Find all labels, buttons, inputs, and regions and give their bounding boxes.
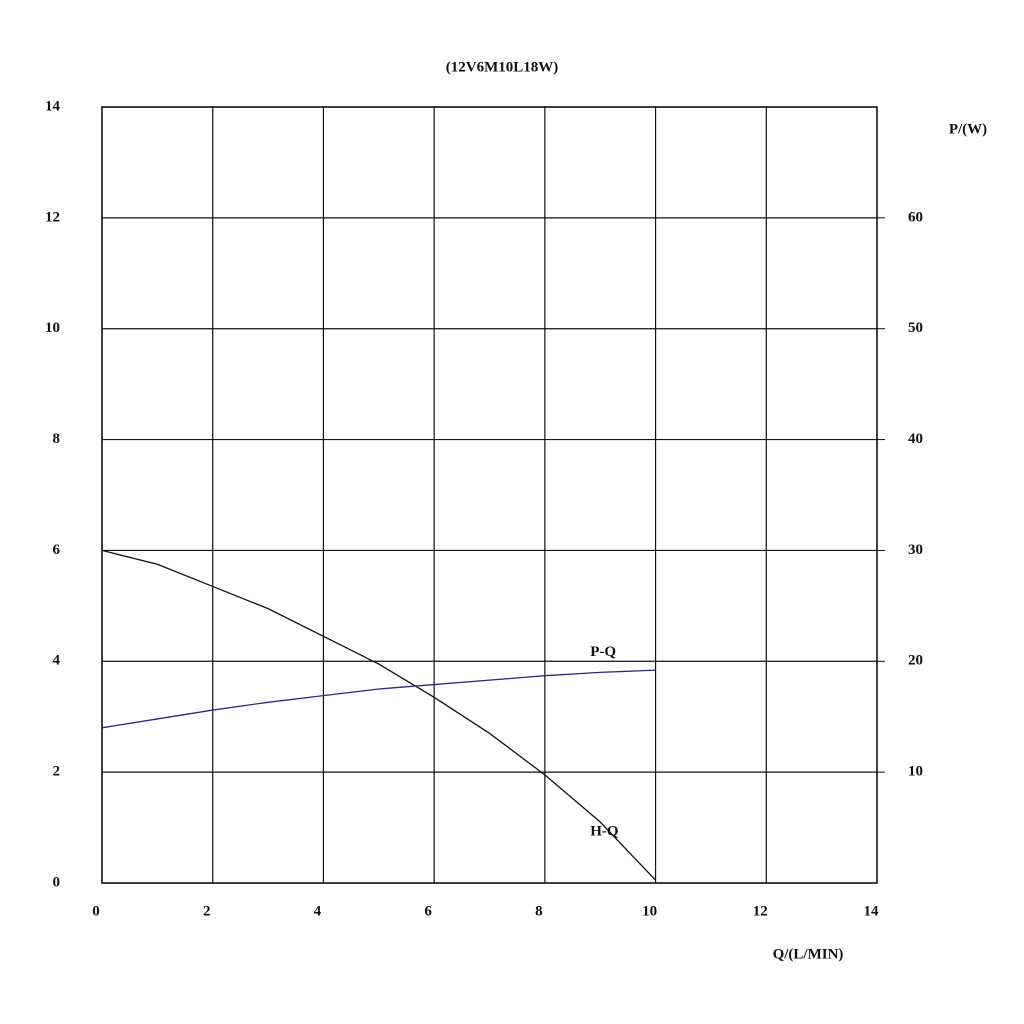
y-tick-label: 14 — [45, 98, 61, 114]
series-label: P-Q — [590, 644, 616, 660]
x-tick-label: 0 — [92, 903, 100, 919]
x-tick-label: 10 — [642, 903, 657, 919]
y2-axis-label: P/(W) — [949, 121, 987, 137]
x-tick-label: 4 — [314, 903, 322, 919]
x-tick-label: 6 — [424, 903, 432, 919]
y-tick-label: 0 — [53, 874, 61, 890]
y-tick-label: 12 — [45, 209, 60, 225]
y2-tick-label: 60 — [908, 209, 923, 225]
x-tick-label: 14 — [864, 903, 880, 919]
x-axis-label: Q/(L/MIN) — [773, 946, 844, 962]
series-label: H-Q — [590, 823, 619, 839]
y-tick-label: 4 — [53, 653, 61, 669]
x-tick-label: 12 — [753, 903, 768, 919]
series-line — [101, 549, 657, 881]
y-tick-label: 6 — [53, 542, 61, 558]
y2-tick-label: 30 — [908, 542, 923, 558]
y-tick-label: 10 — [45, 320, 60, 336]
x-tick-label: 8 — [535, 903, 543, 919]
y2-tick-label: 40 — [908, 431, 923, 447]
y2-tick-label: 20 — [908, 653, 923, 669]
y2-tick-label: 10 — [908, 764, 923, 780]
plot-frame — [101, 106, 878, 884]
series-line — [101, 669, 656, 729]
x-tick-label: 2 — [203, 903, 211, 919]
y-tick-label: 8 — [53, 431, 61, 447]
y-tick-label: 2 — [53, 764, 61, 780]
chart-title: (12V6M10L18W) — [446, 59, 559, 75]
y2-tick-label: 50 — [908, 320, 923, 336]
